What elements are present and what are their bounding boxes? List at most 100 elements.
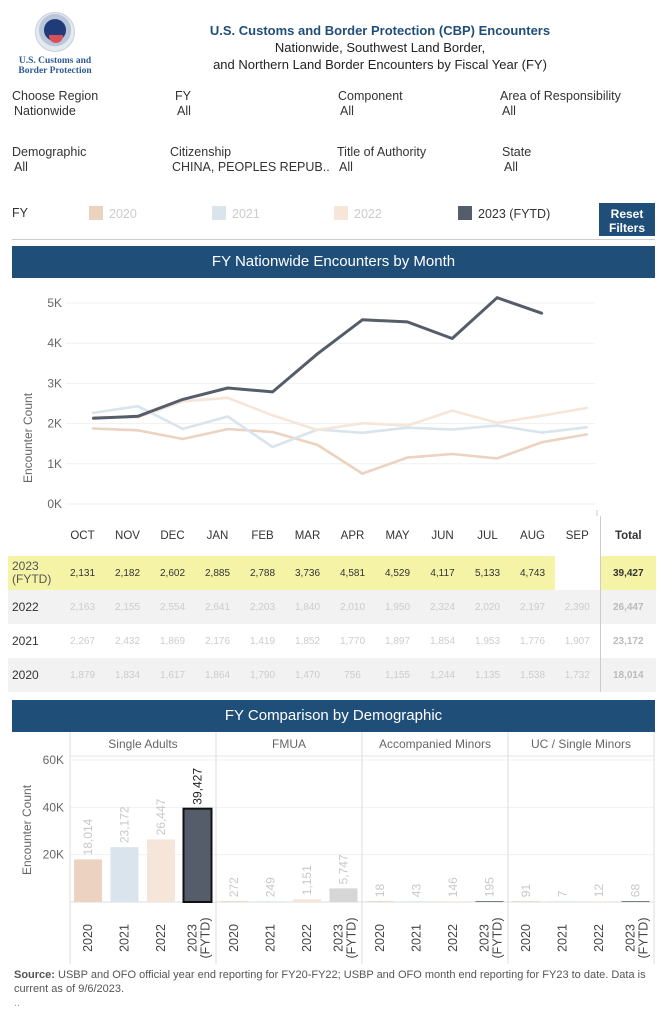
line-series-2022[interactable] [92, 396, 588, 432]
data-point[interactable] [361, 421, 364, 425]
filter-state[interactable]: State All [502, 145, 652, 175]
filter-title-of-authority[interactable]: Title of Authority All [337, 145, 497, 175]
bar[interactable] [475, 901, 504, 902]
table-row: 2023 (FYTD) 2,131 2,182 2,602 2,885 2,788 3,736… [8, 556, 656, 590]
data-point[interactable] [585, 406, 589, 410]
filter-area-of-responsibility[interactable]: Area of Responsibility All [500, 89, 660, 119]
filter-label: Title of Authority [337, 145, 427, 159]
row-label: 2022 [8, 590, 60, 624]
bar[interactable] [74, 859, 102, 902]
data-point[interactable] [585, 433, 589, 436]
data-point[interactable] [136, 405, 140, 408]
bar[interactable] [621, 901, 650, 902]
data-point[interactable] [136, 415, 140, 418]
table-cell: 1,470 [285, 658, 330, 692]
filter-value[interactable]: All [502, 104, 516, 118]
data-point[interactable] [406, 426, 409, 429]
data-point[interactable] [406, 456, 409, 459]
data-point[interactable] [91, 411, 95, 415]
y-tick-label: 40K [43, 800, 64, 814]
filter-value[interactable]: All [340, 104, 354, 118]
filter-region[interactable]: Choose Region Nationwide [12, 89, 162, 119]
x-tick-label: 2021 [410, 924, 424, 952]
legend-item-2020[interactable]: 2020 [89, 206, 137, 221]
bar[interactable] [329, 888, 358, 902]
data-point[interactable] [136, 429, 140, 432]
x-tick-label: 2021 [264, 924, 278, 952]
source-note: Source: USBP and OFO official year end r… [14, 968, 654, 1010]
data-point[interactable] [226, 427, 229, 431]
data-point[interactable] [226, 396, 229, 400]
bar[interactable] [182, 807, 213, 903]
bar[interactable] [585, 901, 613, 902]
data-point[interactable] [540, 431, 544, 434]
data-point[interactable] [226, 415, 229, 418]
data-point[interactable] [271, 445, 274, 449]
filter-value[interactable]: All [339, 160, 353, 174]
data-point[interactable] [451, 452, 454, 456]
data-point[interactable] [316, 428, 319, 432]
bar[interactable] [293, 899, 321, 902]
bar[interactable] [439, 901, 467, 902]
bar[interactable] [110, 847, 139, 902]
data-point[interactable] [181, 427, 184, 431]
source-text: USBP and OFO official year end reporting… [14, 969, 646, 995]
data-point[interactable] [495, 421, 499, 424]
bar[interactable] [366, 901, 394, 902]
data-point[interactable] [406, 320, 409, 324]
bar[interactable] [256, 901, 285, 902]
data-point[interactable] [361, 472, 364, 475]
data-point[interactable] [540, 440, 544, 444]
data-point[interactable] [361, 318, 364, 322]
data-point[interactable] [540, 414, 544, 417]
bar[interactable] [548, 901, 577, 902]
data-point[interactable] [316, 352, 319, 356]
source-trailer: .. [14, 997, 21, 1009]
filter-value[interactable]: All [177, 104, 191, 118]
data-point[interactable] [406, 424, 409, 427]
filter-fy[interactable]: FY All [175, 89, 325, 119]
table-cell: 1,854 [429, 635, 456, 647]
data-point[interactable] [226, 386, 229, 390]
data-point[interactable] [181, 437, 184, 441]
data-point[interactable] [181, 398, 184, 401]
filter-citizenship[interactable]: Citizenship CHINA, PEOPLES REPUB.. [170, 145, 335, 175]
legend-item-2021[interactable]: 2021 [212, 206, 260, 221]
data-point[interactable] [271, 430, 274, 434]
section-title-demographic: FY Comparison by Demographic [12, 700, 655, 732]
bar[interactable] [402, 901, 431, 902]
data-point[interactable] [451, 337, 454, 340]
x-tick-label-suffix: (FYTD) [345, 918, 359, 959]
data-point[interactable] [495, 296, 499, 299]
table-cell: 2,163 [60, 590, 105, 624]
legend-item-2022[interactable]: 2022 [334, 206, 382, 221]
legend-item-2023[interactable]: 2023 (FYTD) [458, 206, 550, 221]
data-point[interactable] [271, 390, 274, 394]
filter-value[interactable]: All [504, 160, 518, 174]
data-point[interactable] [361, 431, 364, 435]
data-point[interactable] [271, 414, 274, 417]
dashboard-title: U.S. Customs and Border Protection (CBP)… [209, 23, 551, 38]
filter-demographic[interactable]: Demographic All [12, 145, 162, 175]
filter-component[interactable]: Component All [338, 89, 488, 119]
line-series-2021[interactable] [92, 404, 588, 449]
data-point[interactable] [585, 426, 589, 429]
data-point[interactable] [316, 443, 319, 447]
data-point[interactable] [451, 409, 454, 412]
data-point[interactable] [495, 424, 499, 427]
line-series-2023fytd[interactable] [92, 296, 543, 420]
bar[interactable] [147, 839, 175, 902]
filter-value[interactable]: All [14, 160, 28, 174]
reset-filters-button[interactable]: Reset Filters [599, 203, 655, 236]
filter-value[interactable]: CHINA, PEOPLES REPUB.. [172, 160, 330, 174]
filter-value[interactable]: Nationwide [14, 104, 76, 118]
data-point[interactable] [540, 312, 544, 315]
data-point[interactable] [91, 417, 95, 420]
data-point[interactable] [91, 427, 95, 430]
data-point[interactable] [451, 428, 454, 431]
data-point[interactable] [495, 457, 499, 460]
bar[interactable] [512, 901, 540, 902]
bar[interactable] [220, 901, 248, 902]
table-row: 2021 2,267 2,432 1,869 2,176 1,419 1,852 1,770 1… [8, 624, 656, 658]
line-series-2020[interactable] [92, 427, 588, 475]
